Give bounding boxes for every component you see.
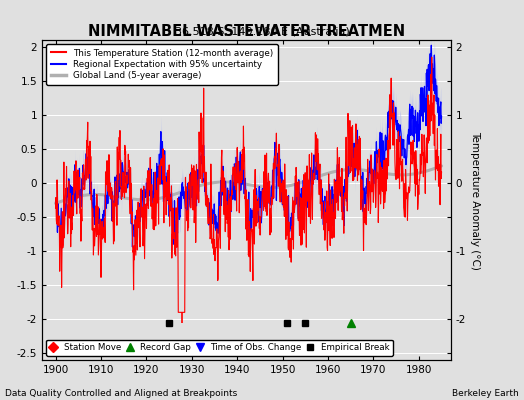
Text: 36.518 S, 149.280 E (Australia): 36.518 S, 149.280 E (Australia)	[174, 26, 350, 36]
Legend: Station Move, Record Gap, Time of Obs. Change, Empirical Break: Station Move, Record Gap, Time of Obs. C…	[46, 340, 393, 356]
Y-axis label: Temperature Anomaly (°C): Temperature Anomaly (°C)	[470, 130, 480, 270]
Text: Data Quality Controlled and Aligned at Breakpoints: Data Quality Controlled and Aligned at B…	[5, 389, 237, 398]
Text: Berkeley Earth: Berkeley Earth	[452, 389, 519, 398]
Title: NIMMITABEL WASTEWATER TREATMEN: NIMMITABEL WASTEWATER TREATMEN	[88, 24, 405, 39]
